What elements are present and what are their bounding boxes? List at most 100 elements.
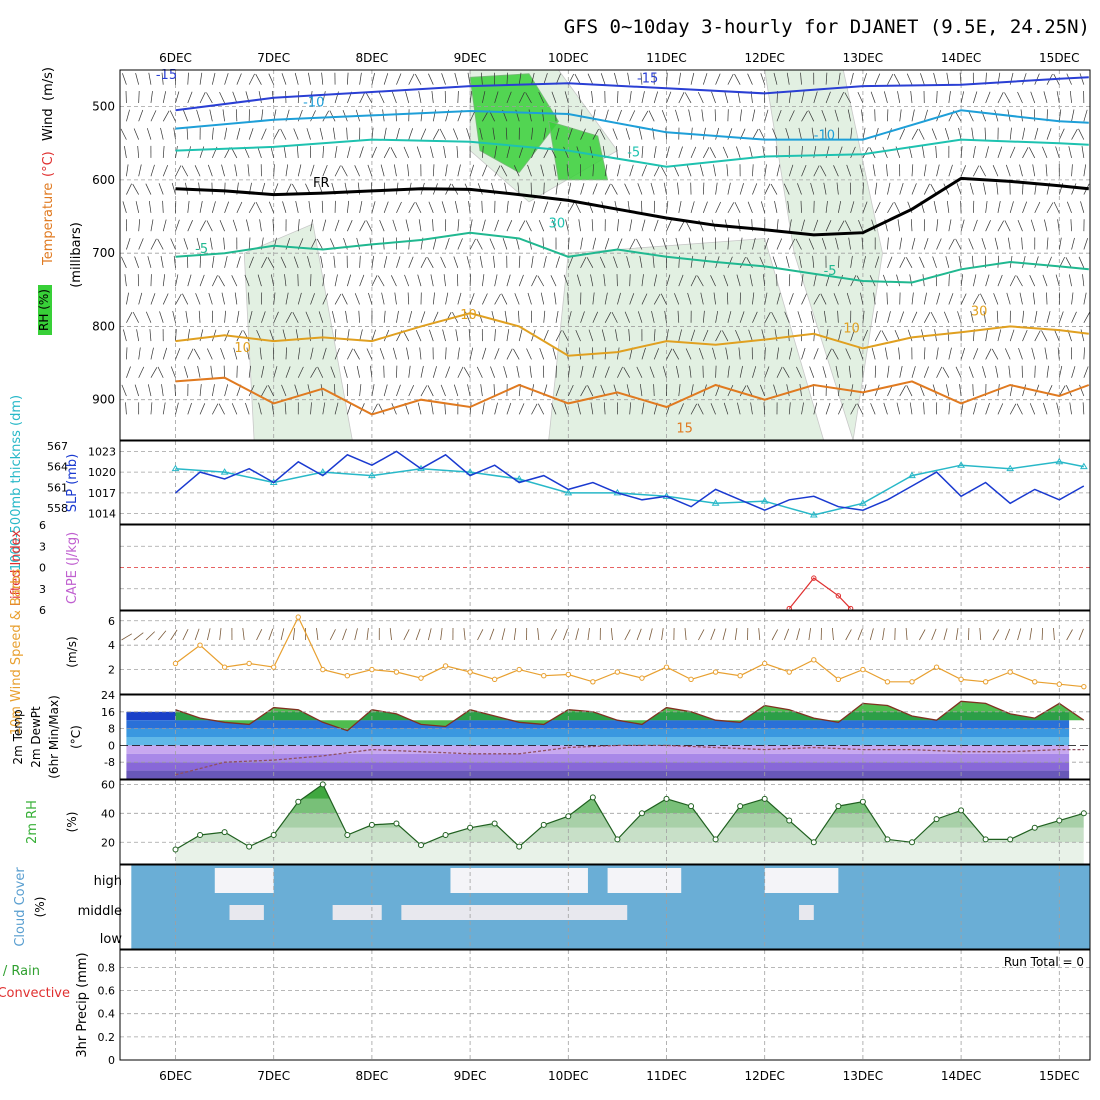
wind-barb: [297, 219, 300, 232]
wind-barb: [983, 310, 986, 323]
wind-barb: [206, 220, 213, 232]
thickness-marker: [515, 475, 524, 482]
wind-barb: [181, 165, 189, 177]
wind-barb: [723, 402, 729, 415]
wind-speed-line: [175, 615, 1084, 688]
wind-barb: [267, 257, 275, 268]
wind-barb: [543, 256, 547, 268]
wind-barb: [1083, 312, 1090, 323]
wind-barb: [1030, 91, 1036, 104]
slp-tick-label: 1020: [88, 466, 116, 479]
wind-barb: [737, 91, 741, 104]
wind-barb: [810, 182, 815, 195]
wind-barb: [703, 329, 709, 342]
wind-barb: [500, 165, 508, 177]
wind-barb: [749, 146, 753, 159]
surface-wind-barb: [624, 629, 631, 641]
wind-barb: [788, 91, 792, 104]
wind-speed-point: [565, 671, 571, 678]
wind-barb: [624, 183, 630, 195]
cloud-level-label: high: [94, 874, 122, 889]
wind-barb: [882, 146, 888, 159]
surface-wind-barb: [207, 628, 211, 641]
wind-barb: [187, 200, 190, 213]
wind-barb: [1032, 292, 1036, 305]
wind-barb: [1058, 385, 1066, 397]
li-frame: [119, 524, 1091, 611]
wind-barb: [443, 274, 446, 287]
wind-barb: [685, 348, 692, 360]
wind-barb: [960, 145, 963, 158]
wind-barb: [525, 92, 532, 104]
wind-barb: [445, 292, 449, 305]
wind-barb: [1046, 202, 1054, 214]
wind-barb: [776, 347, 780, 360]
wind-barb: [430, 146, 434, 159]
lifted-index-line: [788, 577, 852, 610]
wind-barb: [678, 403, 684, 415]
cape-ylabel: CAPE (J/kg): [65, 532, 80, 604]
wind-barb: [371, 384, 375, 397]
wind-barb: [160, 255, 164, 268]
surface-wind-barb: [170, 629, 178, 641]
wind-barb: [494, 146, 497, 158]
wind-barb: [911, 292, 914, 305]
wind-barb: [494, 348, 500, 360]
surface-wind-barb: [636, 628, 642, 641]
x-tick-label-top: 13DEC: [843, 51, 883, 65]
wind-barb: [427, 257, 434, 268]
wind-barb: [285, 164, 289, 177]
surface-wind-barb: [722, 628, 727, 641]
wind-barb: [158, 183, 164, 195]
wind-barb: [1043, 91, 1048, 104]
wind-barb: [138, 292, 143, 305]
wind-barb: [788, 347, 793, 360]
wind-barb: [258, 402, 262, 415]
wind-barb: [463, 367, 471, 378]
wind-barb: [452, 128, 459, 140]
wind-barb: [617, 292, 621, 305]
wind-barb: [494, 329, 496, 342]
wind-barb: [396, 73, 402, 85]
wind-barb: [432, 292, 435, 305]
wind-barb: [469, 219, 473, 232]
wind-speed-point: [614, 669, 621, 675]
wind-barb: [501, 293, 508, 305]
wind-barb: [922, 146, 925, 158]
temp-line: [175, 700, 1085, 732]
cloud-level-label: middle: [78, 904, 122, 919]
wind-barb: [405, 91, 410, 104]
temp-tick-label: 16: [101, 706, 115, 719]
wind-barb: [469, 164, 475, 177]
wind-barb: [690, 329, 696, 342]
wind-barb: [148, 72, 152, 85]
wind-barb: [776, 366, 783, 378]
wind-barb: [821, 237, 827, 250]
thickness-marker: [368, 471, 376, 479]
surface-wind-barb: [329, 629, 336, 641]
wind-barb: [224, 256, 228, 268]
wind-barb: [702, 237, 704, 250]
wind-barb: [825, 329, 829, 342]
wind-barb: [850, 146, 856, 159]
wind-barb: [688, 237, 692, 250]
wind-barb: [482, 274, 485, 287]
slp-ylabel: SLP (mb): [65, 454, 80, 513]
wind-barb: [887, 237, 889, 250]
wind-barb: [1017, 219, 1023, 232]
wind-barb: [574, 201, 581, 214]
wind-barb: [614, 72, 618, 85]
thickness-marker: [908, 471, 916, 479]
rh-point: [835, 803, 842, 810]
wind-barb: [737, 402, 741, 415]
wind-barb: [739, 256, 746, 268]
li-tick-label: 3: [39, 540, 46, 553]
wind-barb: [330, 366, 336, 378]
wind-barb: [162, 91, 167, 104]
wind-barb: [835, 365, 839, 378]
wind-barb: [838, 201, 842, 213]
wind-barb: [833, 293, 839, 305]
wind-barb: [469, 293, 475, 305]
wind-barb: [478, 311, 483, 323]
